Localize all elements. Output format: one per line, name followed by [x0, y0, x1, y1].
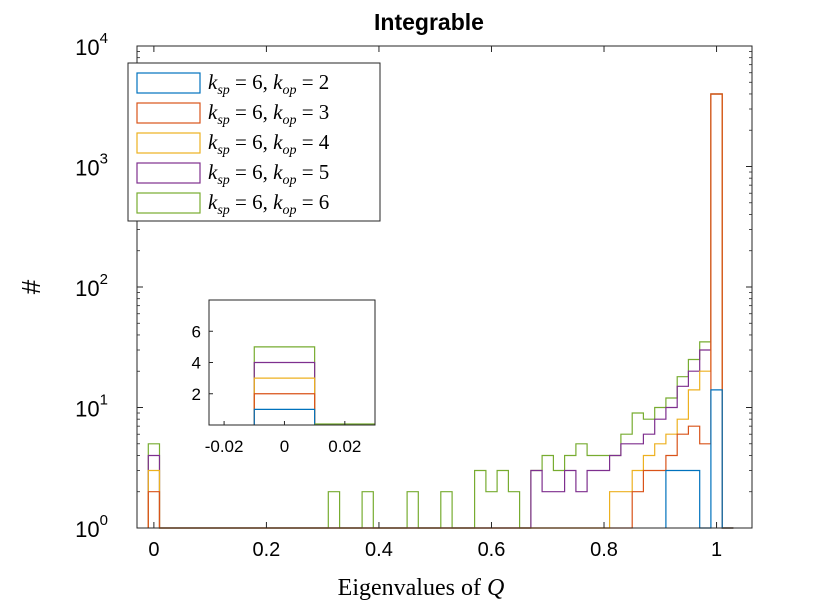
legend-entry-label: ksp = 6, kop = 3 — [208, 100, 329, 128]
x-tick-label: 0 — [148, 539, 159, 561]
y-tick-exponent: 2 — [100, 271, 108, 288]
legend-swatch — [136, 162, 201, 184]
legend-entry-label: ksp = 6, kop = 5 — [208, 160, 329, 188]
y-tick-label: 103 — [75, 151, 108, 181]
inset-x-tick-label: 0 — [280, 437, 289, 456]
y-tick-label: 102 — [75, 271, 108, 301]
y-axis-label: # — [16, 279, 46, 294]
legend-entry-label: ksp = 6, kop = 6 — [208, 190, 329, 218]
y-tick-exponent: 3 — [100, 151, 108, 168]
legend-box — [127, 62, 381, 222]
inset-x-tick-label: 0.02 — [328, 437, 361, 456]
y-tick-label: 104 — [75, 30, 108, 60]
legend-entry-label: ksp = 6, kop = 2 — [208, 70, 329, 98]
y-tick-exponent: 0 — [100, 512, 108, 529]
inset-y-tick-label: 2 — [192, 385, 201, 404]
legend-swatch — [136, 102, 201, 124]
chart-title: Integrable — [374, 9, 484, 35]
y-tick-label: 101 — [75, 392, 108, 422]
inset-plot: -0.02 0 0.02 2 4 6 — [192, 299, 376, 456]
inset-y-tick-label: 4 — [192, 354, 201, 373]
x-tick-label: 0.4 — [365, 539, 393, 561]
y-tick-exponent: 1 — [100, 392, 108, 409]
x-tick-label: 0.2 — [253, 539, 281, 561]
legend-swatch — [136, 132, 201, 154]
x-tick-label: 0.8 — [590, 539, 618, 561]
x-axis-label-var: Q — [487, 575, 504, 601]
series-k-op-2 — [665, 389, 734, 529]
x-axis-label-text: Eigenvalues of — [338, 575, 487, 601]
x-axis-label: Eigenvalues of Q — [338, 575, 505, 601]
inset-series-bar — [253, 408, 316, 425]
inset-y-tick-label: 6 — [192, 322, 201, 341]
x-tick-label: 0.6 — [478, 539, 506, 561]
legend-swatch — [136, 192, 201, 214]
inset-x-tick-label: -0.02 — [205, 437, 244, 456]
series-k-op-6 — [147, 93, 734, 529]
legend-swatch — [136, 72, 201, 94]
y-tick-exponent: 4 — [100, 30, 108, 47]
y-tick-label: 100 — [75, 512, 108, 542]
legend-entry-label: ksp = 6, kop = 4 — [208, 130, 330, 158]
x-tick-label: 1 — [711, 539, 722, 561]
